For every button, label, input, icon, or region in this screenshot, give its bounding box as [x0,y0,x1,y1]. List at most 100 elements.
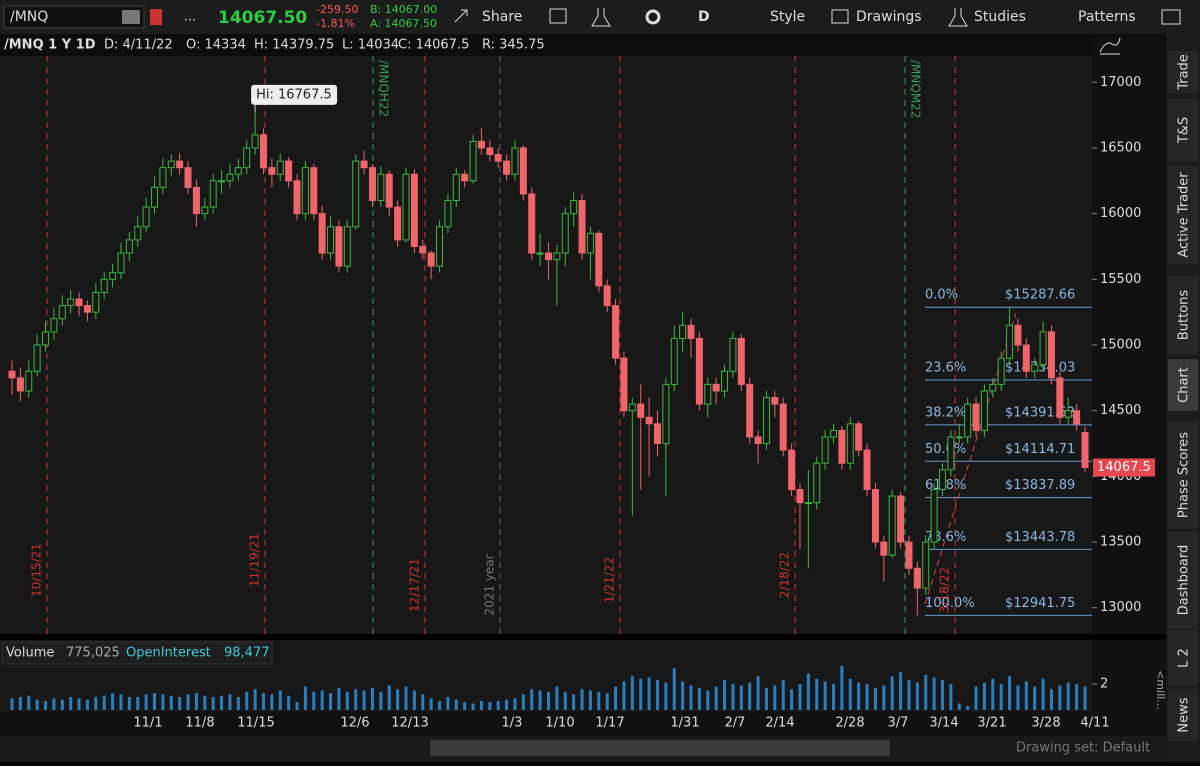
candle-body [134,226,142,241]
candle-body [712,383,720,392]
volume-bar [1008,676,1012,710]
candle-body [335,226,343,267]
candle-body [109,272,117,280]
dropdown[interactable] [122,10,140,24]
sidebar-tab[interactable] [1168,99,1198,161]
share[interactable]: Share [482,9,522,25]
volume-bar [773,685,777,710]
candle-body [327,226,335,254]
sidebar-tab-label: Active Trader [1177,172,1192,258]
volume-bar [111,693,115,710]
candle-body [234,167,242,175]
candle-body [670,337,678,385]
volume-bar [312,691,316,710]
volume-bar [1041,678,1045,710]
volume-bar [563,691,567,710]
volume-bar [739,685,743,710]
candle-body [50,318,58,333]
candle-body [159,167,167,188]
bid: B: 14067.00 [370,3,437,16]
candle-body [25,370,33,392]
volume-bar [77,698,81,710]
volume-bar [1066,682,1070,710]
settings-icon[interactable] [645,9,661,25]
lab-icon[interactable] [591,8,611,27]
patterns[interactable]: Patterns [1078,9,1136,25]
candle-body [838,429,846,464]
fib-level: 100.0% [925,596,975,611]
volume-bar [102,695,106,710]
candle-body [603,285,611,307]
volume-bar [144,694,148,710]
sidebar-tab[interactable] [1168,532,1198,628]
volume-bar [1024,681,1028,710]
sidebar-tab[interactable] [1168,359,1198,411]
candle-body [1031,364,1039,372]
marker-label: 12/17/21 [408,558,422,612]
candle-body [586,232,594,254]
x-tick-label: 11/1 [133,716,162,731]
y-tick-label: 15500 [1100,272,1141,287]
price-tag: 14067.5 [1097,460,1151,475]
volume-bar [857,682,861,710]
drawings-icon [831,9,849,24]
header-high: H: 14379.75 [254,38,334,53]
volume-bar [999,684,1003,710]
volume-bar [52,698,56,710]
marker-label: 3/18/22 [938,567,952,613]
volume-tick-label: 2 [1100,677,1108,692]
sidebar-tab[interactable] [1168,51,1198,93]
axis-icon[interactable] [1099,37,1121,55]
volume-bar [136,697,140,710]
sidebar-tab[interactable] [1168,166,1198,264]
aggregation[interactable]: D [698,9,710,25]
volume-bar [488,702,492,710]
scroll-thumb[interactable] [430,740,890,756]
candle-body [368,167,376,201]
volume-bar [731,684,735,710]
candle-body [938,469,946,490]
candle-body [528,193,536,254]
volume-bar [655,680,659,710]
candle-body [1073,410,1081,425]
volume-bar [18,697,22,710]
candle-body [151,186,159,208]
header-open: O: 14334 [186,38,246,53]
candle-body [394,206,402,241]
volume-bar [236,697,240,710]
sidebar-tab[interactable] [1168,276,1198,354]
layout-icon[interactable] [1161,9,1181,25]
x-tick-label: 11/15 [237,716,274,731]
candle-body [142,206,150,228]
sidebar-tab[interactable] [1168,421,1198,529]
x-tick-label: 3/7 [888,716,909,731]
candle-body [997,357,1005,385]
change-pct: -1.81% [316,17,355,30]
volume-bar [723,680,727,710]
date-axis [0,712,1166,736]
candle-body [813,462,821,504]
sidebar-tab[interactable] [1168,689,1198,741]
link-icon[interactable] [150,9,162,25]
candle-body [192,186,200,215]
candle-body [980,390,988,431]
volume-bar [647,677,651,710]
volume-bar [588,690,592,710]
flag-icon[interactable] [549,8,567,24]
candle-body [729,337,737,372]
volume-bar [848,678,852,710]
more[interactable]: ... [184,10,196,25]
candle-body [955,436,963,439]
candle-body [746,383,754,438]
sidebar-tab[interactable] [1168,630,1198,686]
style[interactable]: Style [770,9,805,25]
x-tick-label: 12/6 [340,716,369,731]
fib-price: $15287.66 [1005,288,1075,303]
studies[interactable]: Studies [974,9,1026,25]
volume-bar [798,684,802,710]
drawings[interactable]: Drawings [856,9,922,25]
volume-bar [119,694,123,710]
volume-bar [345,691,349,710]
symbol-box[interactable] [3,5,145,29]
